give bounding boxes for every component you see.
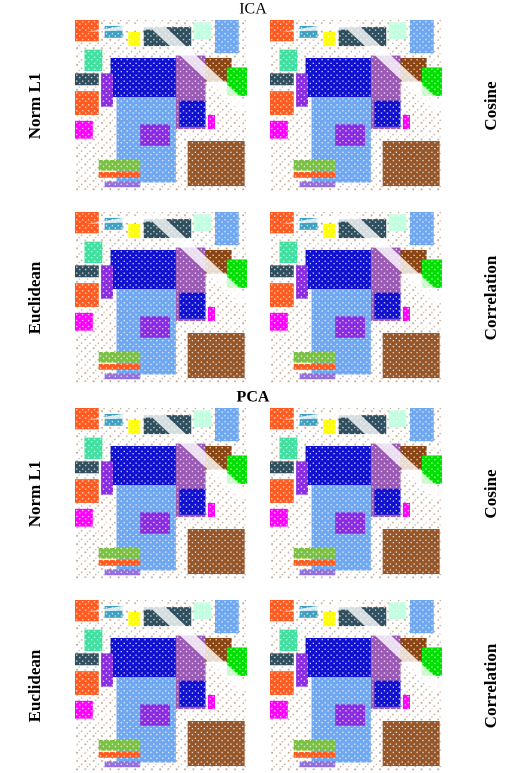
- row-label: Norm L1: [25, 73, 44, 140]
- row-label: Euclidean: [25, 261, 44, 334]
- row-label: Cosine: [481, 81, 500, 131]
- classification-map: [270, 408, 442, 580]
- classification-map: [75, 212, 247, 384]
- row-label: Correlation: [481, 643, 500, 728]
- row-label: Norm L1: [25, 461, 44, 528]
- classification-map: [270, 600, 442, 772]
- row-label: Euclidean: [25, 649, 44, 722]
- row-label: Cosine: [481, 469, 500, 519]
- classification-map: [270, 20, 442, 192]
- classification-map: [75, 20, 247, 192]
- section-title: PCA: [237, 389, 270, 406]
- classification-map: [75, 600, 247, 772]
- classification-map: [75, 408, 247, 580]
- classification-map: [270, 212, 442, 384]
- section-title: ICA: [239, 1, 267, 18]
- row-label: Correlation: [481, 255, 500, 340]
